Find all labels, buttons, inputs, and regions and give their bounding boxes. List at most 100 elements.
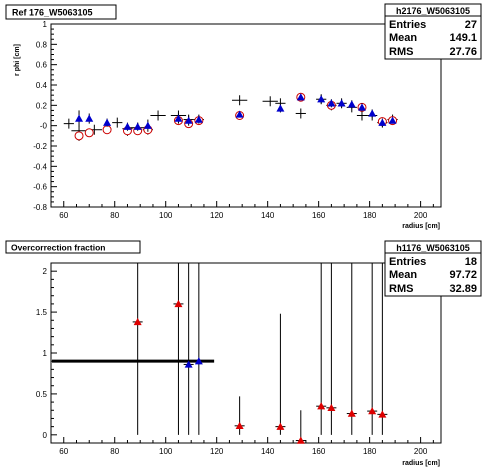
triangle-marker bbox=[388, 116, 397, 124]
top-stats-label-rms: RMS bbox=[389, 46, 413, 58]
top-y-tick-label: 1 bbox=[43, 20, 48, 29]
top-point-filled-triangle bbox=[103, 118, 112, 127]
top-y-tick-label: 0.8 bbox=[36, 40, 48, 49]
triangle-marker bbox=[235, 110, 244, 118]
top-stats-box bbox=[384, 3, 482, 60]
triangle-marker bbox=[103, 118, 112, 126]
bottom-point-filled-triangle bbox=[183, 263, 194, 435]
bottom-x-tick-label: 60 bbox=[59, 447, 68, 456]
bottom-point-filled-triangle bbox=[173, 263, 184, 435]
top-point-filled-triangle bbox=[276, 104, 285, 113]
triangle-marker bbox=[276, 422, 285, 430]
triangle-marker bbox=[174, 114, 183, 122]
bottom-y-tick-label: 1.5 bbox=[36, 308, 48, 317]
top-stats-label-entries: Entries bbox=[389, 19, 426, 31]
top-point-filled-triangle bbox=[133, 122, 142, 131]
top-y-tick-label: -0 bbox=[40, 122, 48, 131]
triangle-marker bbox=[133, 122, 142, 130]
top-point-cross bbox=[231, 95, 248, 106]
top-point-filled-triangle bbox=[317, 95, 326, 104]
bottom-y-tick-label: 0.5 bbox=[36, 390, 48, 399]
triangle-marker bbox=[85, 114, 94, 122]
bottom-stats-label-mean: Mean bbox=[389, 269, 417, 281]
top-point-filled-triangle bbox=[85, 113, 94, 124]
triangle-marker bbox=[296, 436, 305, 444]
top-y-tick-label: 0.2 bbox=[36, 101, 48, 110]
bottom-point-filled-triangle bbox=[367, 263, 378, 435]
top-stats-value-rms: 27.76 bbox=[449, 46, 477, 58]
triangle-marker bbox=[75, 114, 84, 122]
bottom-panel: Overcorrection fraction h1176_W5063105 E… bbox=[5, 240, 482, 467]
bottom-data-marks bbox=[52, 263, 388, 444]
top-x-tick-label: 200 bbox=[414, 211, 428, 220]
bottom-stats-label-rms: RMS bbox=[389, 283, 413, 295]
top-y-tick-label: 0.6 bbox=[36, 61, 48, 70]
top-point-filled-triangle bbox=[327, 99, 336, 108]
top-x-tick-label: 60 bbox=[59, 211, 68, 220]
bottom-stats-label-entries: Entries bbox=[389, 256, 426, 268]
top-point-filled-triangle bbox=[357, 103, 366, 112]
bottom-title-box bbox=[5, 240, 141, 254]
top-stats-value-mean: 149.1 bbox=[449, 32, 477, 44]
top-title: Ref 176_W5063105 bbox=[12, 8, 93, 18]
bottom-x-tick-label: 140 bbox=[261, 447, 275, 456]
top-y-tick-label: -0.4 bbox=[33, 162, 47, 171]
top-x-tick-label: 140 bbox=[261, 211, 275, 220]
open-circle-marker bbox=[84, 128, 94, 138]
triangle-marker bbox=[368, 407, 377, 415]
top-point-filled-triangle bbox=[75, 110, 84, 127]
top-point-cross bbox=[262, 96, 278, 107]
top-point-open-circle bbox=[74, 130, 84, 141]
triangle-marker bbox=[143, 121, 152, 129]
open-circle-marker bbox=[102, 125, 112, 135]
bottom-stats-value-rms: 32.89 bbox=[449, 283, 477, 295]
top-point-open-circle bbox=[84, 128, 94, 138]
top-point-filled-triangle bbox=[388, 116, 397, 124]
top-axis-ticks: 60 80 100 120 140 160 180 200 -0.8 -0.6 -0.4 -0.2 -0… bbox=[33, 20, 434, 220]
top-point-filled-triangle bbox=[143, 119, 152, 132]
bottom-point-filled-triangle bbox=[193, 263, 204, 435]
top-x-tick-label: 160 bbox=[312, 211, 326, 220]
bottom-point-filled-triangle bbox=[377, 263, 388, 435]
triangle-marker bbox=[368, 109, 377, 117]
triangle-marker bbox=[327, 403, 336, 412]
triangle-marker bbox=[327, 99, 336, 107]
bottom-stats-value-mean: 97.72 bbox=[449, 269, 477, 281]
top-x-tick-label: 180 bbox=[363, 211, 377, 220]
top-point-open-circle bbox=[102, 125, 112, 135]
top-point-filled-triangle bbox=[337, 99, 346, 108]
open-circle-marker bbox=[74, 131, 84, 141]
top-point-filled-triangle bbox=[184, 115, 193, 126]
top-title-box bbox=[5, 4, 117, 20]
top-x-tick-label: 80 bbox=[110, 211, 119, 220]
top-point-cross bbox=[150, 110, 166, 121]
bottom-x-tick-label: 160 bbox=[312, 447, 326, 456]
top-point-filled-triangle bbox=[378, 118, 387, 127]
triangle-marker bbox=[347, 409, 356, 417]
bottom-stats-box bbox=[384, 240, 482, 297]
triangle-marker bbox=[317, 95, 326, 103]
top-point-filled-triangle bbox=[368, 109, 377, 118]
bottom-y-tick-label: 1 bbox=[43, 349, 48, 358]
bottom-point-filled-triangle bbox=[234, 396, 245, 435]
triangle-marker bbox=[194, 115, 203, 123]
triangle-marker bbox=[317, 402, 326, 410]
top-stats-name: h2176_W5063105 bbox=[396, 6, 470, 16]
triangle-marker bbox=[235, 421, 244, 430]
triangle-marker bbox=[184, 116, 193, 124]
top-point-filled-triangle bbox=[296, 93, 305, 101]
top-point-cross bbox=[295, 108, 306, 119]
bottom-x-tick-label: 180 bbox=[363, 447, 377, 456]
triangle-marker bbox=[194, 357, 203, 365]
top-point-filled-triangle bbox=[194, 115, 203, 124]
top-point-cross bbox=[356, 110, 368, 121]
bottom-point-filled-triangle bbox=[275, 313, 286, 435]
bottom-stats-name: h1176_W5063105 bbox=[396, 243, 470, 253]
top-point-cross bbox=[63, 118, 74, 129]
triangle-marker bbox=[276, 104, 285, 112]
top-data-marks bbox=[63, 92, 398, 141]
top-x-tick-label: 120 bbox=[210, 211, 224, 220]
top-panel: Ref 176_W5063105 h2176_W5063105 Entries … bbox=[5, 3, 482, 230]
top-y-tick-label: -0.6 bbox=[33, 183, 47, 192]
top-stats-label-mean: Mean bbox=[389, 32, 417, 44]
